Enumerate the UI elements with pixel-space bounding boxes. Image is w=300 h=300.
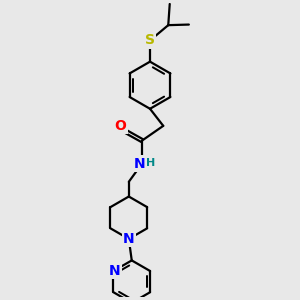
Text: N: N (133, 157, 145, 170)
Text: N: N (109, 264, 121, 278)
Text: H: H (146, 158, 155, 168)
Text: N: N (123, 232, 135, 246)
Text: S: S (145, 34, 155, 47)
Text: O: O (115, 119, 127, 133)
